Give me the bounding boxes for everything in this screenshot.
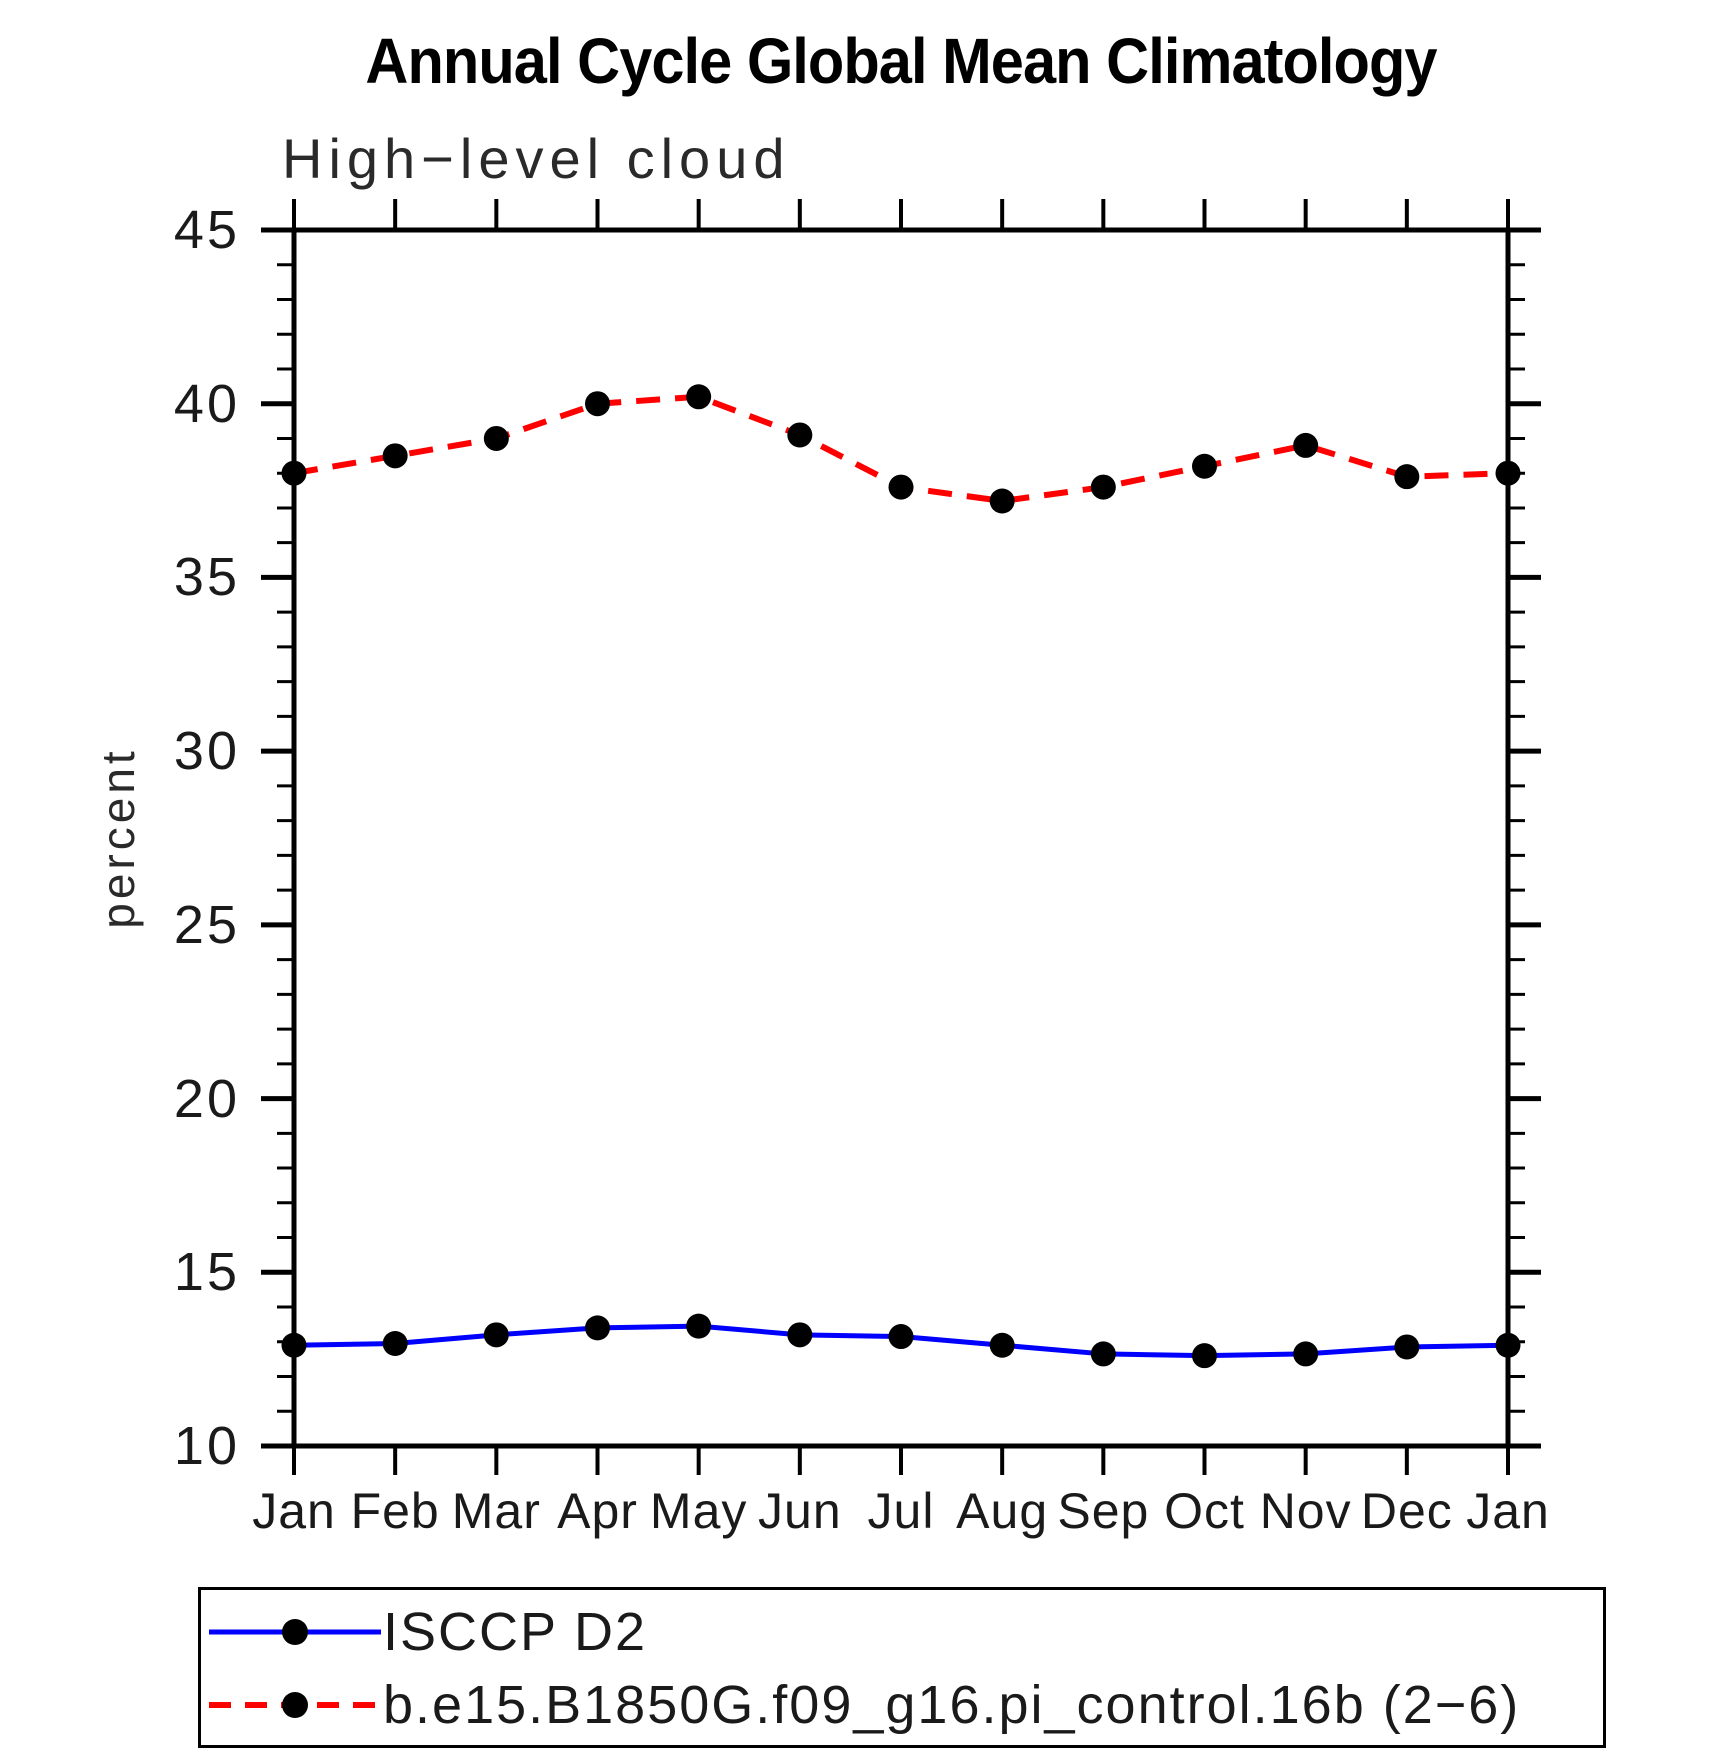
legend-marker-dot bbox=[282, 1619, 308, 1645]
y-tick-label: 15 bbox=[173, 1242, 240, 1303]
plot-frame bbox=[291, 227, 1511, 1449]
x-tick-label: Jan bbox=[1466, 1483, 1550, 1539]
data-point bbox=[281, 460, 307, 486]
x-tick-label: Jun bbox=[758, 1483, 842, 1539]
x-tick-label: Dec bbox=[1360, 1483, 1453, 1539]
legend-label-model: b.e15.B1850G.f09_g16.pi_control.16b (2−6… bbox=[383, 1675, 1521, 1735]
y-tick-label: 40 bbox=[173, 373, 240, 434]
legend-swatch-solid-line bbox=[209, 1619, 381, 1645]
data-point bbox=[888, 1324, 914, 1350]
data-point bbox=[483, 1322, 509, 1348]
chart-title: Annual Cycle Global Mean Climatology bbox=[365, 25, 1437, 97]
data-point bbox=[585, 391, 610, 417]
series-isccp bbox=[281, 1313, 1521, 1369]
y-tick-label: 30 bbox=[173, 721, 240, 782]
data-point bbox=[1090, 474, 1116, 500]
data-point bbox=[483, 425, 509, 451]
y-tick-label: 20 bbox=[173, 1068, 240, 1129]
data-point bbox=[1495, 1332, 1521, 1358]
series-model bbox=[281, 384, 1521, 514]
data-point bbox=[686, 384, 712, 410]
data-point bbox=[1394, 464, 1420, 490]
y-tick-label: 25 bbox=[173, 894, 240, 955]
data-point bbox=[281, 1332, 307, 1358]
data-point bbox=[888, 474, 914, 500]
legend-marker-dot bbox=[282, 1692, 308, 1718]
chart-subtitle: High−level cloud bbox=[282, 127, 791, 190]
data-point bbox=[1293, 432, 1319, 458]
x-tick-label: Nov bbox=[1259, 1483, 1352, 1539]
data-point bbox=[1192, 1343, 1217, 1369]
data-point bbox=[1394, 1334, 1420, 1360]
y-tick-label: 45 bbox=[173, 200, 240, 260]
x-tick-label: May bbox=[649, 1483, 748, 1539]
data-point bbox=[1495, 460, 1521, 486]
y-tick-label: 10 bbox=[173, 1416, 240, 1476]
legend-item-isccp: ISCCP D2 bbox=[207, 1602, 647, 1662]
x-tick-label: Oct bbox=[1164, 1483, 1245, 1539]
data-point bbox=[787, 1322, 813, 1348]
axes bbox=[261, 199, 1541, 1475]
data-point bbox=[1192, 453, 1217, 479]
x-tick-label: Mar bbox=[451, 1483, 541, 1539]
x-tick-label: Jan bbox=[252, 1483, 336, 1539]
data-point bbox=[989, 488, 1015, 514]
data-series bbox=[281, 384, 1521, 1369]
data-point bbox=[382, 1331, 408, 1357]
data-point bbox=[585, 1315, 610, 1341]
data-point bbox=[1090, 1341, 1116, 1367]
x-tick-label: Jul bbox=[867, 1483, 935, 1539]
x-tick-label: Feb bbox=[350, 1483, 440, 1539]
data-point bbox=[787, 422, 813, 448]
y-tick-label: 35 bbox=[173, 547, 240, 608]
data-point bbox=[382, 443, 408, 469]
data-point bbox=[686, 1313, 712, 1339]
legend-box: ISCCP D2 b.e15.B1850G.f09_g16.pi_control… bbox=[198, 1587, 1606, 1748]
x-tick-label: Aug bbox=[956, 1483, 1049, 1539]
data-point bbox=[1293, 1341, 1319, 1367]
data-point bbox=[989, 1332, 1015, 1358]
x-tick-label: Apr bbox=[557, 1483, 638, 1539]
legend-item-model: b.e15.B1850G.f09_g16.pi_control.16b (2−6… bbox=[207, 1675, 1520, 1735]
legend-swatch-dashed-line bbox=[209, 1692, 381, 1718]
x-tick-label: Sep bbox=[1057, 1483, 1150, 1539]
legend-label-isccp: ISCCP D2 bbox=[383, 1602, 648, 1662]
